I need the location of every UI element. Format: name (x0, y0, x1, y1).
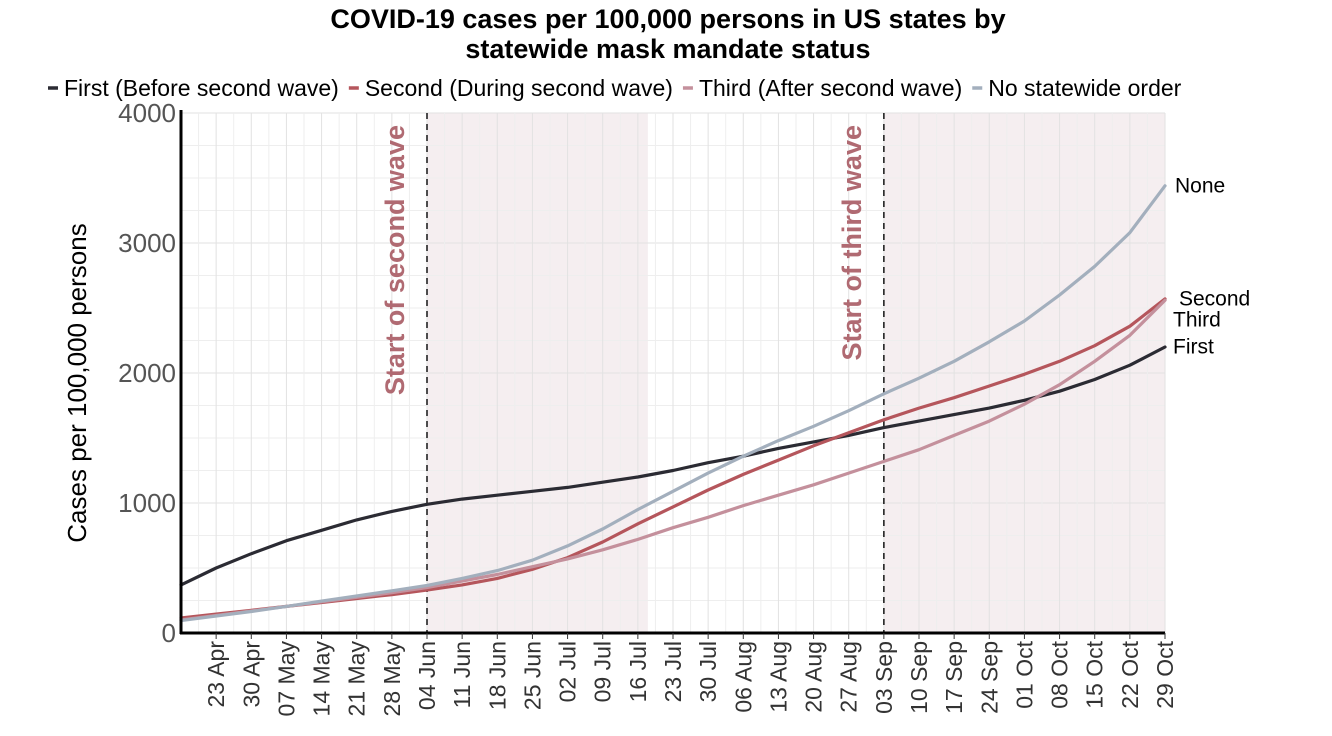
x-tick-label: 23 Jul (660, 641, 686, 702)
chart-title-line-2: statewide mask mandate status (465, 34, 870, 64)
y-axis-label: Cases per 100,000 persons (62, 223, 92, 542)
series-end-label-none: None (1175, 174, 1225, 197)
series-end-label-third: Third (1173, 309, 1221, 332)
y-tick-label: 4000 (118, 98, 176, 128)
x-tick-label: 10 Sep (906, 641, 932, 714)
chart-legend: First (Before second wave) Second (During… (48, 75, 1182, 101)
x-tick-label: 04 Jun (414, 641, 440, 710)
x-tick-label: 03 Sep (871, 641, 897, 714)
x-tick-label: 11 Jun (449, 641, 475, 708)
x-tick-label: 15 Oct (1082, 640, 1108, 708)
x-tick-label: 14 May (309, 641, 335, 717)
legend-entry-first: First (Before second wave) (64, 75, 339, 101)
x-tick-label: 16 Jul (625, 641, 651, 702)
x-tick-label: 09 Jul (590, 641, 616, 702)
legend-entry-none: No statewide order (988, 75, 1181, 101)
x-tick-label: 21 May (344, 641, 370, 717)
x-tick-label: 28 May (379, 641, 405, 717)
y-tick-label: 3000 (118, 228, 176, 258)
series-end-label-second: Second (1179, 287, 1250, 310)
x-tick-label: 13 Aug (765, 641, 791, 713)
x-tick-label: 30 Apr (238, 641, 264, 708)
x-tick-label: 20 Aug (801, 641, 827, 713)
chart-title-line-1: COVID-19 cases per 100,000 persons in US… (330, 4, 1005, 34)
x-tick-label: 25 Jun (519, 641, 545, 710)
y-tick-labels: 0 1000 2000 3000 4000 (118, 98, 176, 648)
x-tick-label: 23 Apr (203, 641, 229, 708)
x-tick-label: 22 Oct (1117, 640, 1143, 708)
series-line-none (179, 184, 1167, 623)
x-tick-label: 07 May (273, 641, 299, 717)
x-tick-label: 02 Jul (555, 641, 581, 702)
y-tick-label: 1000 (118, 488, 176, 518)
wave-start-label-1: Start of second wave (380, 125, 410, 395)
x-tick-label: 24 Sep (976, 641, 1002, 714)
x-tick-label: 27 Aug (836, 641, 862, 713)
x-tick-label: 30 Jul (695, 641, 721, 702)
legend-entry-third: Third (After second wave) (699, 75, 962, 101)
x-tick-label: 06 Aug (730, 641, 756, 713)
x-tick-label: 29 Oct (1152, 640, 1178, 708)
chart-title: COVID-19 cases per 100,000 persons in US… (330, 4, 1005, 64)
x-tick-labels: 23 Apr 30 Apr 07 May 14 May 21 May 28 May 04 J… (203, 633, 1178, 716)
x-tick-label: 08 Oct (1047, 640, 1073, 708)
y-tick-label: 0 (162, 618, 176, 648)
series-end-label-first: First (1173, 336, 1214, 359)
wave-markers: Start of second wave Start of third wave (380, 113, 885, 633)
x-tick-label: 17 Sep (941, 641, 967, 714)
legend-entry-second: Second (During second wave) (365, 75, 673, 101)
x-tick-label: 01 Oct (1011, 640, 1037, 708)
series-line-first (179, 345, 1167, 587)
y-tick-label: 2000 (118, 358, 176, 388)
x-tick-label: 18 Jun (484, 641, 510, 710)
series-lines (179, 184, 1167, 623)
wave-start-label-2: Start of third wave (837, 125, 867, 361)
